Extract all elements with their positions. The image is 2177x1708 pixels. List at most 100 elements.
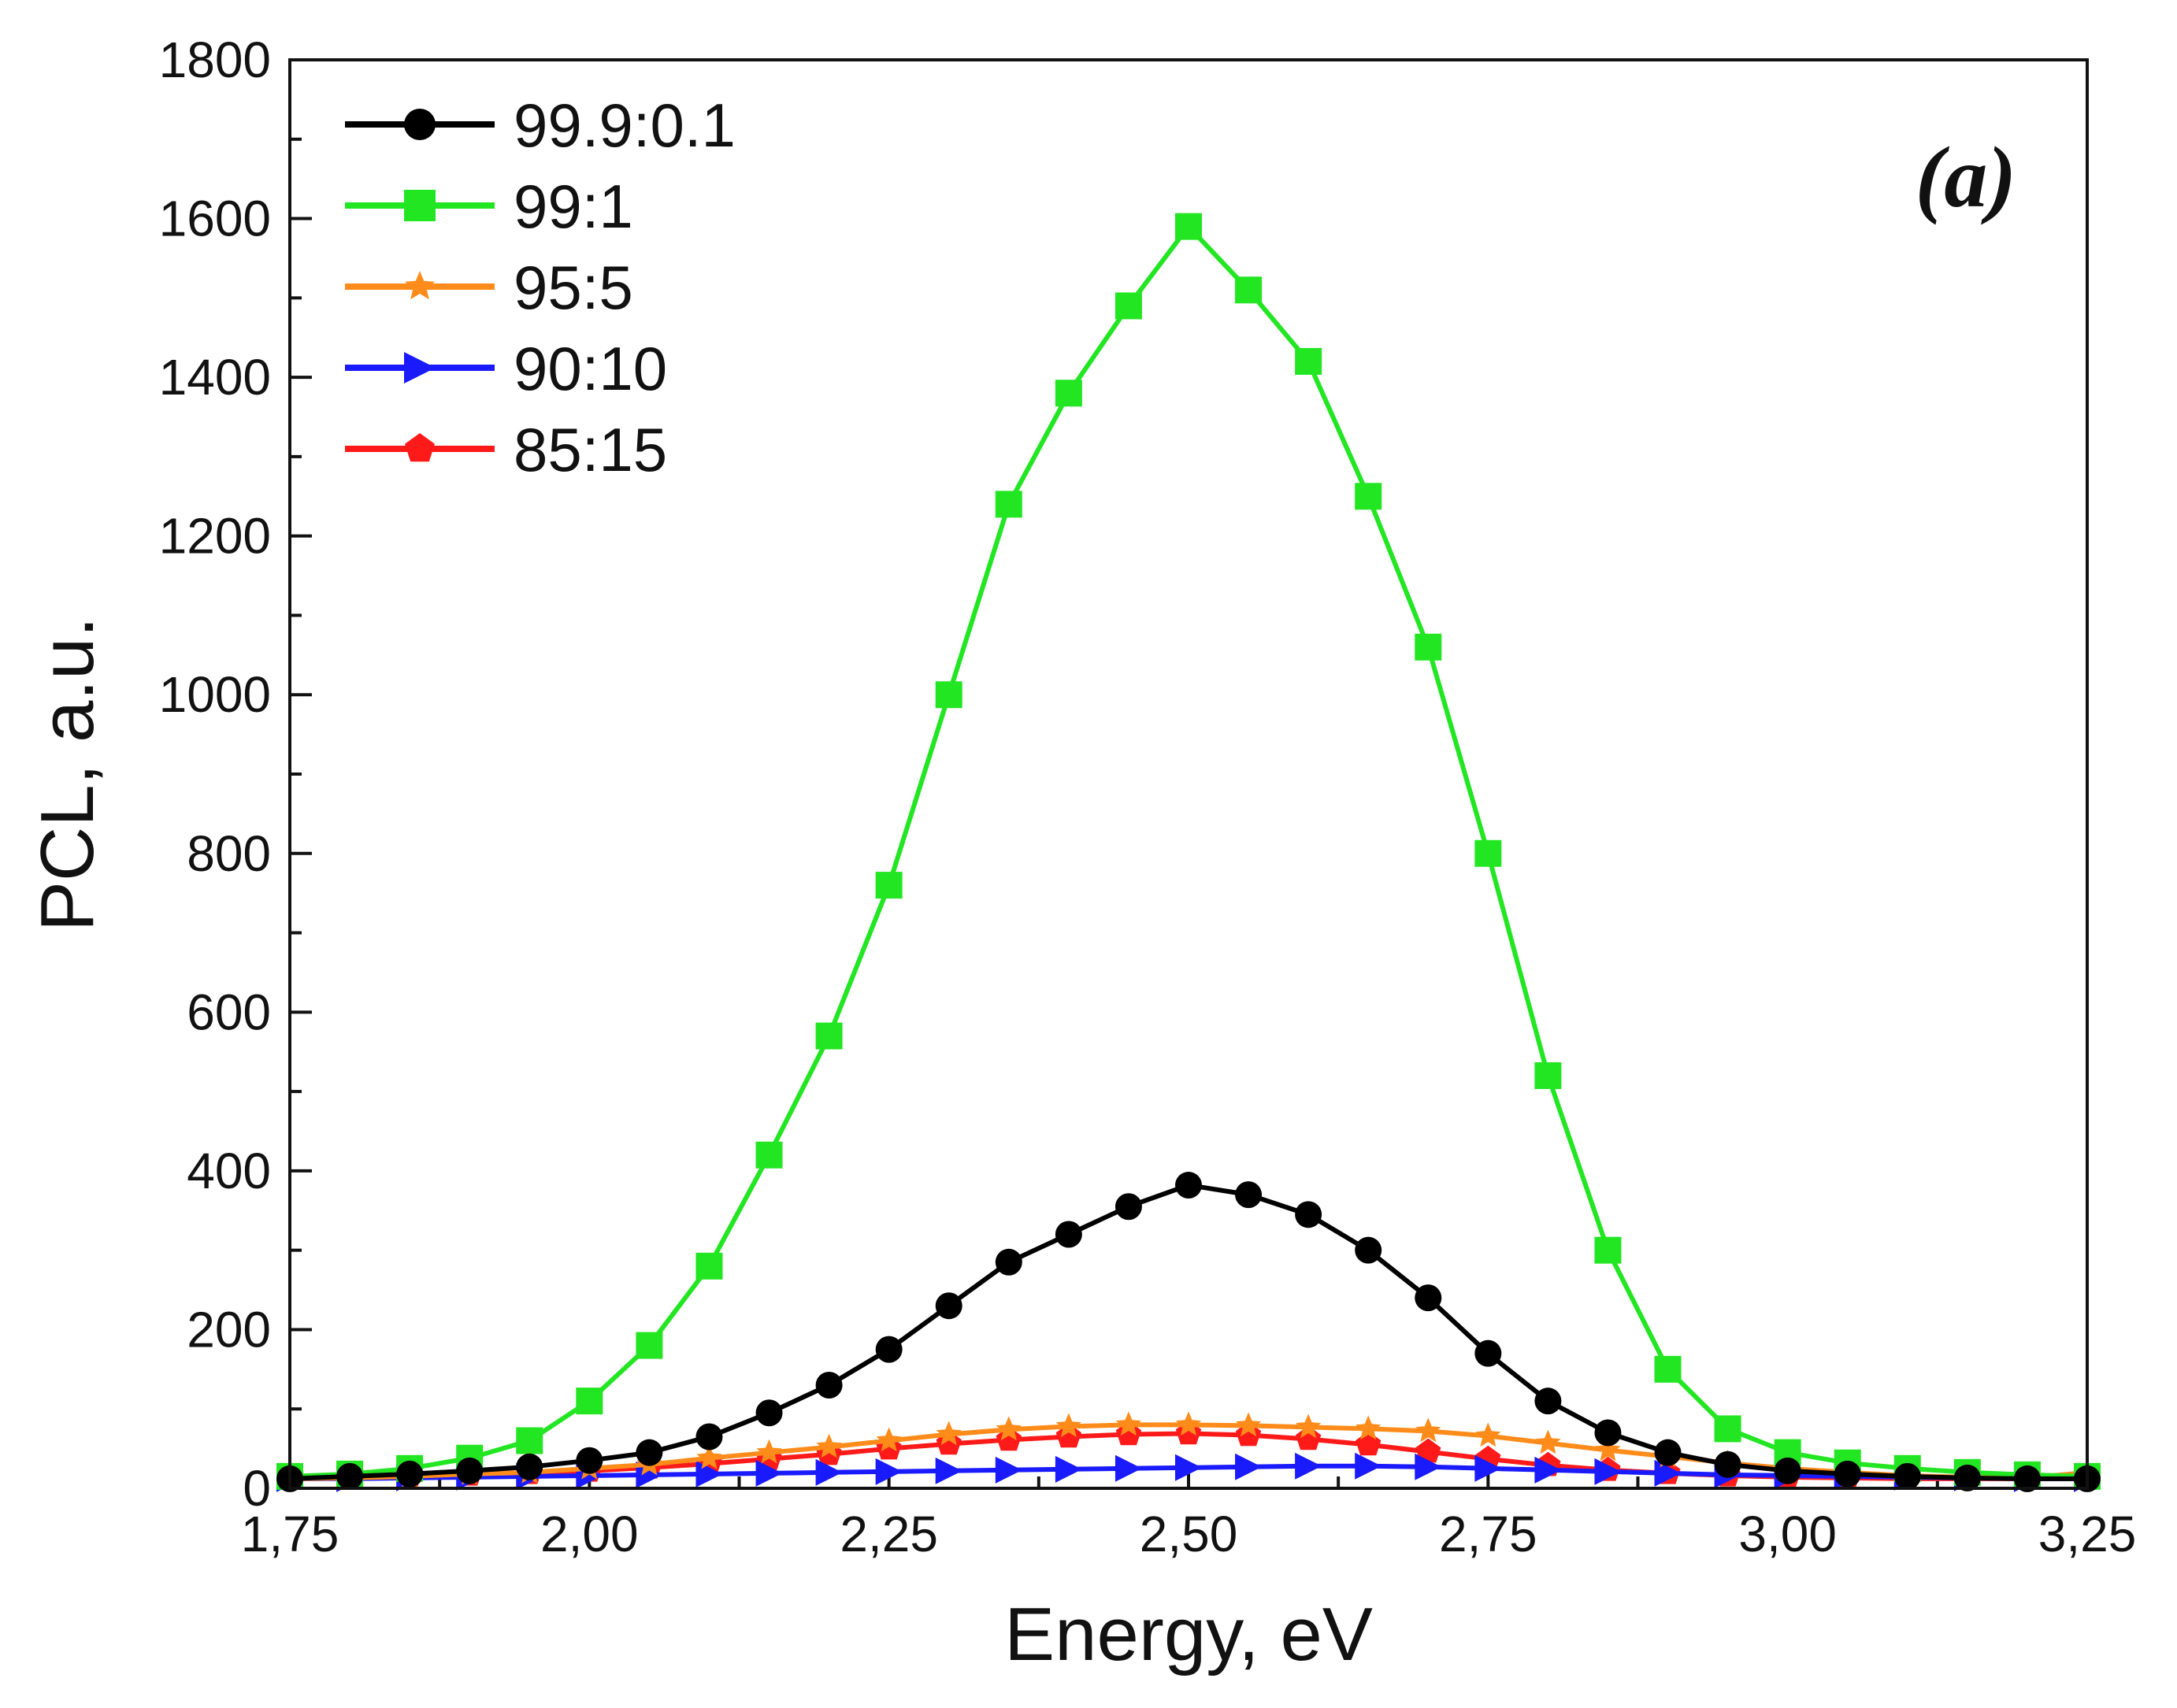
- data-point: [995, 1248, 1022, 1276]
- data-point: [1114, 1193, 1142, 1221]
- legend-marker: [404, 352, 436, 383]
- plot-frame: [288, 58, 2089, 1490]
- data-point: [816, 1433, 842, 1458]
- legend-label: 85:15: [514, 415, 667, 484]
- legend-label: 99:1: [514, 172, 633, 241]
- data-point: [1114, 292, 1142, 320]
- data-point: [336, 1462, 364, 1490]
- data-point: [1295, 347, 1322, 375]
- data-point: [1235, 1453, 1263, 1480]
- data-point: [516, 1453, 543, 1480]
- y-tick-label: 1600: [159, 191, 271, 247]
- data-point: [1415, 1284, 1442, 1312]
- legend-item: 90:10: [345, 334, 667, 403]
- data-point: [636, 1439, 663, 1466]
- legend-item: 99:1: [345, 172, 633, 241]
- data-point: [696, 1444, 722, 1469]
- data-point: [396, 1460, 424, 1488]
- panel-label: (a): [1916, 129, 2016, 225]
- data-point: [1235, 1412, 1262, 1437]
- data-point: [1175, 1454, 1202, 1481]
- data-point: [1714, 1415, 1741, 1443]
- x-tick-label: 2,75: [1439, 1506, 1537, 1562]
- legend-item: 85:15: [345, 415, 667, 484]
- data-point: [1534, 1061, 1562, 1089]
- data-point: [1534, 1388, 1562, 1415]
- data-point: [755, 1141, 783, 1169]
- data-point: [1534, 1456, 1562, 1484]
- y-tick-label: 1000: [159, 666, 271, 723]
- x-tick-labels: 1,75 2,00 2,25 2,50 2,75 3,00 3,25: [241, 1506, 2137, 1562]
- y-tick-label: 400: [187, 1143, 271, 1199]
- legend-marker: [405, 271, 435, 300]
- x-tick-label: 1,75: [241, 1506, 339, 1562]
- data-point: [1594, 1419, 1622, 1447]
- legend-label: 99.9:0.1: [514, 91, 736, 160]
- series-99-9-0-1: [276, 1172, 2101, 1492]
- data-point: [995, 1456, 1022, 1484]
- data-point: [1055, 1413, 1081, 1438]
- data-point: [755, 1399, 783, 1427]
- data-point: [1654, 1439, 1682, 1466]
- legend-label: 90:10: [514, 334, 667, 403]
- data-point: [1235, 1181, 1263, 1209]
- data-point: [755, 1459, 783, 1487]
- data-point: [1595, 1436, 1621, 1462]
- x-tick-label: 3,00: [1738, 1506, 1837, 1562]
- data-point: [995, 491, 1022, 518]
- data-point: [1115, 1411, 1142, 1436]
- data-point: [876, 1427, 902, 1452]
- data-point: [1654, 1355, 1682, 1383]
- data-point: [1356, 1415, 1381, 1440]
- data-point: [1594, 1236, 1622, 1264]
- data-point: [636, 1332, 663, 1359]
- x-tick-label: 2,50: [1140, 1506, 1238, 1562]
- legend-label: 95:5: [514, 253, 633, 322]
- data-point: [815, 1371, 843, 1399]
- legend-item: 95:5: [345, 253, 633, 322]
- data-point: [935, 1292, 962, 1320]
- data-point: [1055, 1455, 1082, 1483]
- data-point: [1175, 213, 1202, 240]
- y-tick-label: 600: [187, 984, 271, 1040]
- data-point: [695, 1252, 723, 1280]
- data-point: [1474, 839, 1502, 867]
- x-tick-label: 3,25: [2038, 1506, 2137, 1562]
- data-point: [1415, 1438, 1441, 1463]
- data-point: [1355, 1236, 1382, 1264]
- data-point: [1834, 1460, 1861, 1488]
- y-tick-label: 800: [187, 825, 271, 882]
- data-point: [1114, 1454, 1142, 1482]
- series-layer: [276, 213, 2101, 1492]
- y-tick-label: 1800: [159, 31, 271, 88]
- data-point: [1474, 1339, 1502, 1367]
- data-point: [456, 1457, 484, 1484]
- data-point: [576, 1447, 603, 1474]
- x-tick-label: 2,25: [840, 1506, 938, 1562]
- data-point: [1295, 1201, 1322, 1228]
- data-point: [1175, 1411, 1202, 1436]
- data-point: [576, 1388, 603, 1415]
- data-point: [996, 1426, 1022, 1451]
- data-point: [1175, 1172, 1202, 1199]
- data-point: [1415, 1417, 1441, 1443]
- x-axis-title: Energy, eV: [1004, 1592, 1373, 1677]
- data-point: [1535, 1429, 1561, 1454]
- legend-marker: [404, 190, 436, 221]
- data-point: [996, 1416, 1022, 1441]
- data-point: [1355, 1452, 1382, 1480]
- data-point: [1296, 1413, 1322, 1439]
- legend-marker: [405, 433, 435, 462]
- data-point: [1475, 1422, 1501, 1447]
- y-tick-label: 0: [243, 1460, 271, 1517]
- y-tick-labels: 0 200 400 600 800 1000 1200 1400 1600 1800: [159, 31, 271, 1517]
- data-point: [815, 1458, 843, 1486]
- x-tick-label: 2,00: [540, 1506, 639, 1562]
- data-point: [1714, 1451, 1741, 1478]
- data-point: [1594, 1458, 1622, 1485]
- y-tick-label: 1400: [159, 349, 271, 406]
- data-point: [936, 1421, 962, 1446]
- data-point: [1893, 1462, 1921, 1490]
- data-point: [935, 681, 962, 709]
